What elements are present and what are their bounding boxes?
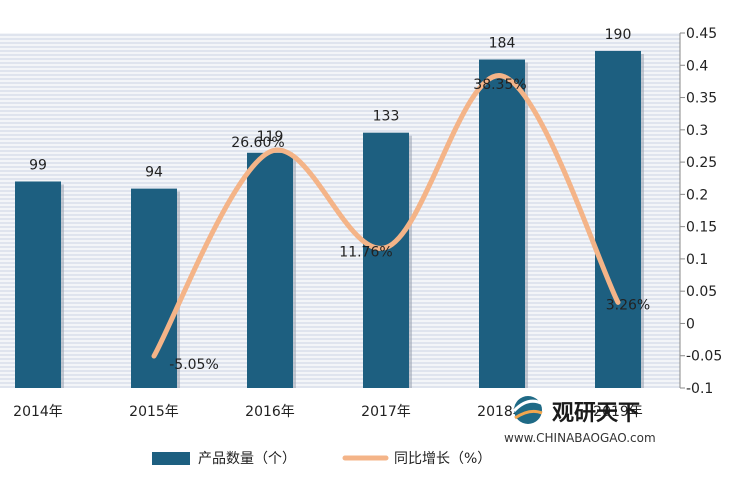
bar-value-label: 94 [145,165,163,181]
bar [479,59,525,389]
right-axis-tick-label: 0.15 [686,220,717,236]
right-axis-tick-label: 0.4 [686,58,708,74]
line-labels: -5.05% 26.60% 11.76% 38.35% 3.26% [169,77,650,373]
right-axis-tick-label: 0.25 [686,155,717,171]
watermark-url: www.CHINABAOGAO.com [504,431,656,445]
legend-bar-swatch [152,452,190,465]
watermark-title: 观研天下 [552,401,640,426]
right-axis: -0.1 -0.05 0 0.05 0.1 0.15 0.2 0.25 0.3 0.35 0.4 0.… [679,26,722,397]
x-axis-tick-label: 2019年 [593,404,643,420]
x-axis-tick-label: 2015年 [129,404,179,420]
right-axis-tick-label: 0.3 [686,123,708,139]
right-axis-tick-label: 0 [686,316,695,332]
watermark: 观研天下 www.CHINABAOGAO.com [504,396,656,445]
bar [363,132,409,388]
right-axis-tick-label: 0.35 [686,91,717,107]
line-value-label: -5.05% [169,357,219,373]
right-axis-tick-label: 0.05 [686,284,717,300]
right-axis-tick-label: -0.05 [686,349,722,365]
bar-series [15,50,644,389]
bar [595,50,641,389]
x-axis-tick-label: 2016年 [245,404,295,420]
bar-value-label: 190 [605,27,632,43]
bar-labels: 99 94 119 133 184 190 [29,27,631,181]
right-axis-tick-label: 0.1 [686,252,708,268]
legend-line-label: 同比增长（%） [394,451,491,467]
growth-line [151,73,621,359]
x-axis: 2014年 2015年 2016年 2017年 2018年 2019年 [13,404,643,420]
bar-value-label: 133 [373,109,400,125]
bar-value-label: 119 [257,129,284,145]
legend-bar-label: 产品数量（个） [198,451,296,467]
x-axis-tick-label: 2017年 [361,404,411,420]
right-axis-tick-label: 0.2 [686,187,708,203]
line-value-label: 38.35% [473,77,526,93]
line-value-label: 3.26% [606,297,650,313]
right-axis-tick-label: 0.45 [686,26,717,42]
bar-value-label: 184 [489,36,516,52]
watermark-logo-icon [512,396,544,424]
bar [247,152,293,388]
right-axis-tick-label: -0.1 [686,381,713,397]
x-axis-tick-label: 2014年 [13,404,63,420]
line-value-label: 11.76% [339,245,392,261]
legend: 产品数量（个） 同比增长（%） [0,435,750,485]
line-value-label: 26.60% [231,135,284,151]
bar-value-label: 99 [29,157,47,173]
bar [15,181,61,388]
